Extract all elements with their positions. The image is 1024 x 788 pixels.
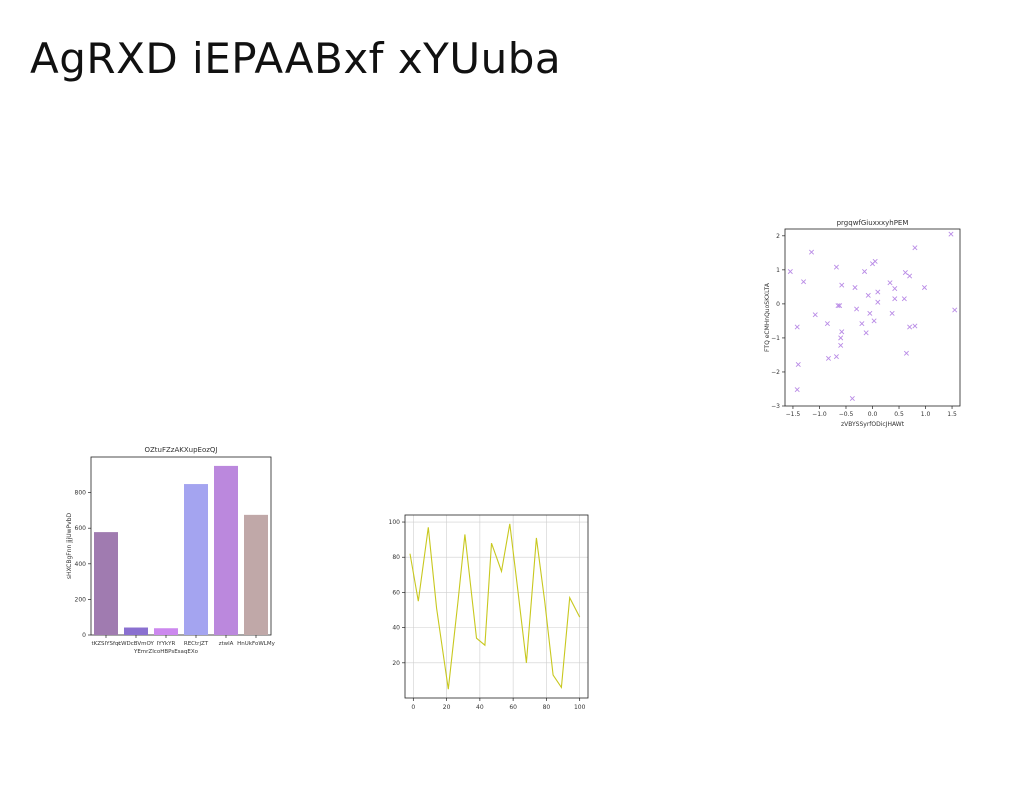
- scatter-x-tick-label: 0.0: [868, 411, 878, 418]
- bar-category-label: cWDcBVmOY: [118, 641, 154, 647]
- bar-1: [124, 628, 148, 635]
- line-x-tick-label: 40: [476, 704, 484, 711]
- bar-category-label-row2: YEmrZIcoHBPsEsaqEXo: [133, 649, 199, 655]
- scatter-x-tick-label: 0.5: [894, 411, 904, 418]
- bar-category-label: HnUkFoWLMy: [237, 641, 275, 647]
- line-plot-background: [405, 515, 588, 698]
- line-y-tick-label: 80: [392, 554, 400, 561]
- line-y-tick-label: 40: [392, 625, 400, 632]
- line-y-tick-label: 60: [392, 589, 400, 596]
- scatter-y-tick-label: −1: [771, 335, 780, 342]
- page-title: AgRXD iEPAABxf xYUuba: [30, 34, 561, 83]
- bar-category-label: ztwlA: [219, 641, 234, 647]
- scatter-y-tick-label: 1: [776, 267, 780, 274]
- bar-y-tick-label: 600: [75, 525, 87, 532]
- bar-y-tick-label: 800: [75, 490, 87, 497]
- scatter-y-tick-label: 2: [776, 233, 780, 240]
- line-x-tick-label: 60: [509, 704, 517, 711]
- bar-y-tick-label: 400: [75, 561, 87, 568]
- line-y-tick-label: 20: [392, 660, 400, 667]
- scatter-x-tick-label: 1.0: [921, 411, 931, 418]
- bar-y-tick-label: 0: [82, 632, 86, 639]
- scatter-y-tick-label: −2: [771, 369, 780, 376]
- scatter-y-tick-label: −3: [771, 403, 780, 410]
- scatter-x-tick-label: −0.5: [839, 411, 854, 418]
- scatter-title: prgqwfGiuxxxyhPEM: [837, 219, 909, 227]
- bar-4: [214, 466, 238, 635]
- scatter-plot-frame: [785, 229, 960, 406]
- line-x-tick-label: 20: [443, 704, 451, 711]
- scatter-x-tick-label: −1.0: [812, 411, 827, 418]
- scatter-chart: prgqwfGiuxxxyhPEM −1.5 −1.0 −0.5 0.0 0.5 1.0 1.…: [755, 212, 970, 432]
- scatter-x-tick-label: 1.5: [947, 411, 957, 418]
- bar-5: [244, 515, 268, 635]
- bar-3: [184, 484, 208, 635]
- bar-y-axis-label: sHXCBgFnn jjjUwPvbD: [66, 512, 73, 579]
- line-x-tick-label: 0: [411, 704, 415, 711]
- scatter-x-axis-label: zVBYSSyrfODicJHAWt: [841, 421, 905, 428]
- bar-title: OZtuFZzAKXupEozQJ: [145, 446, 218, 454]
- scatter-x-tick-label: −1.5: [786, 411, 801, 418]
- scatter-y-tick-label: 0: [776, 301, 780, 308]
- line-chart: 0 20 40 60 80 100 20 40 60 80 100: [380, 505, 595, 710]
- bar-category-label: IYYkYR: [157, 641, 176, 647]
- bar-category-label: RECtrjZT: [184, 641, 209, 647]
- bar-category-label: tKZSIYSfqt: [91, 641, 121, 647]
- bar-0: [94, 532, 118, 635]
- scatter-y-axis-label: FTQ eCMHnQuoSKXLTA: [764, 282, 771, 352]
- line-x-tick-label: 80: [543, 704, 551, 711]
- bar-y-tick-label: 200: [75, 596, 87, 603]
- line-x-tick-label: 100: [574, 704, 586, 711]
- line-y-tick-label: 100: [389, 519, 401, 526]
- bar-2: [154, 628, 178, 635]
